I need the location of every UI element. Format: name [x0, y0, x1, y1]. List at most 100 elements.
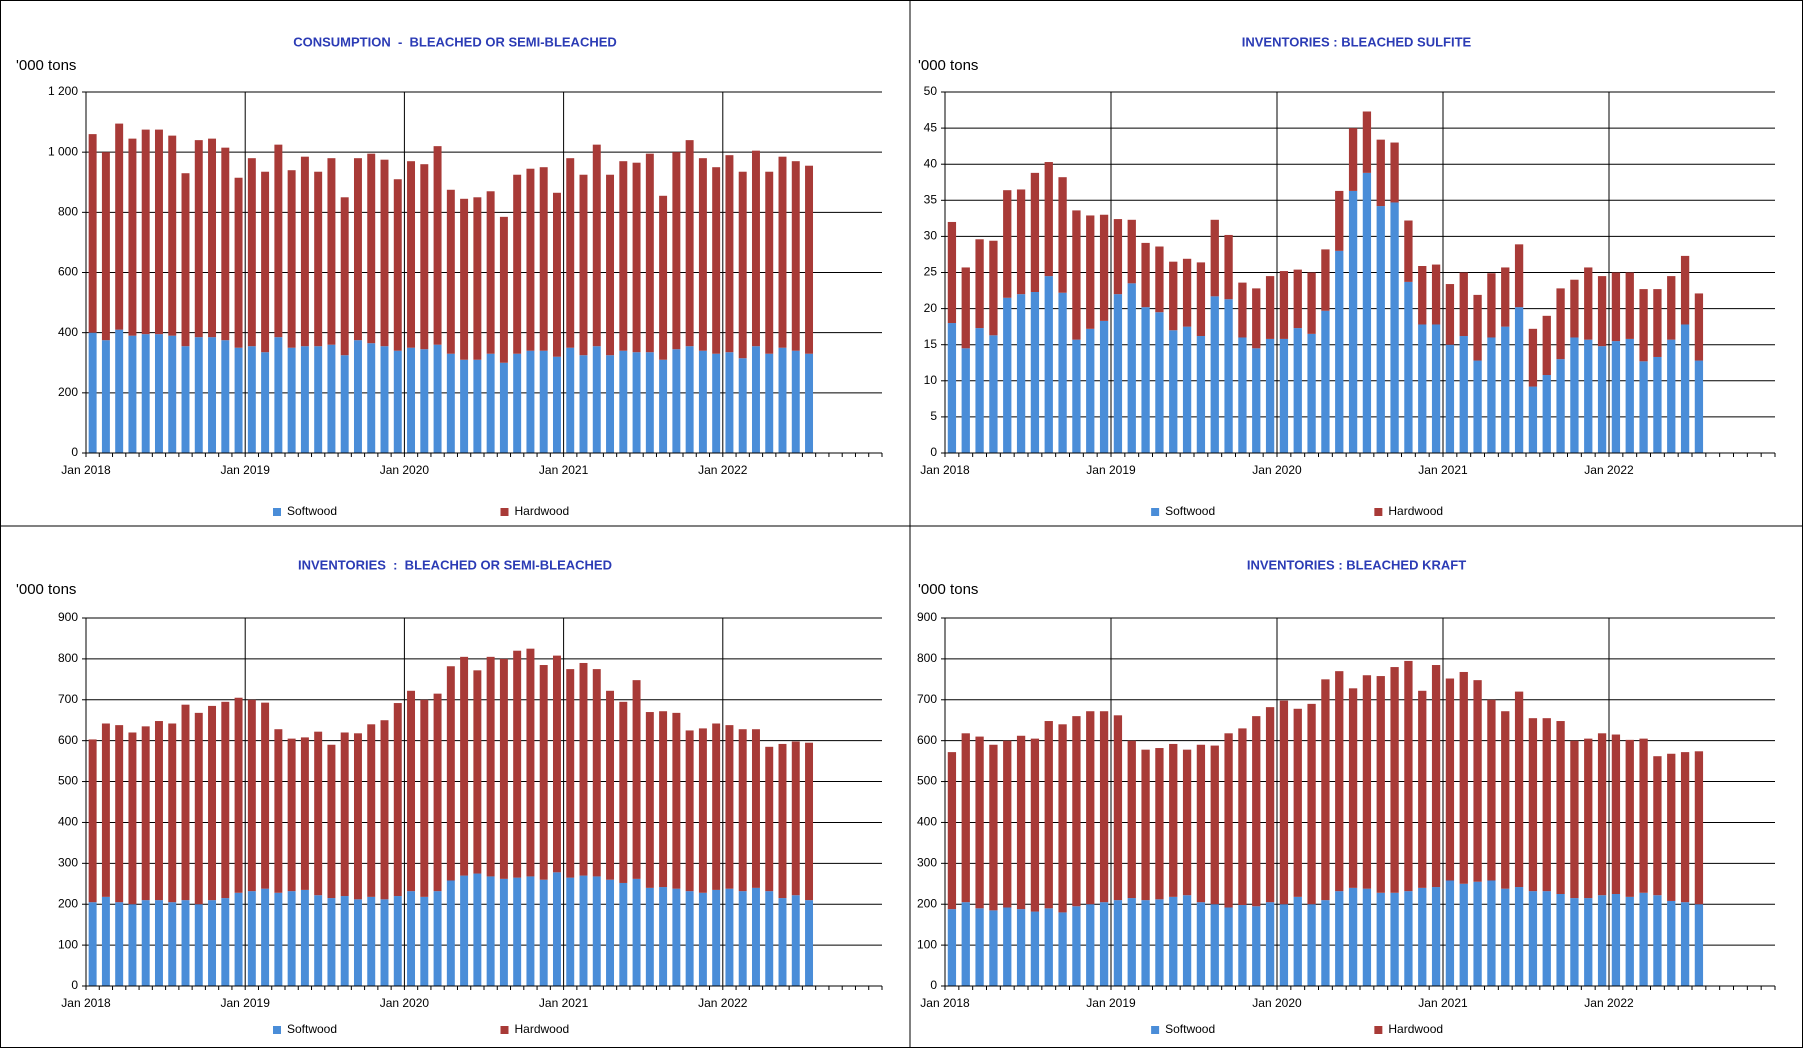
bar-segment [1113, 294, 1123, 453]
bar-segment [1584, 898, 1593, 986]
bar-segment [1445, 678, 1455, 881]
bar-segment [1196, 902, 1206, 986]
bar-segment [1390, 202, 1399, 453]
bar-segment [1404, 220, 1413, 282]
bar-segment [1044, 162, 1053, 277]
bar-segment [1487, 273, 1496, 338]
bar-segment [88, 739, 97, 903]
bar-segment [712, 889, 721, 986]
bar-segment [805, 353, 814, 453]
y-tick-label: 400 [58, 815, 78, 829]
x-tick-label: Jan 2018 [920, 463, 970, 477]
bar-segment [698, 350, 707, 453]
bar-segment [552, 356, 561, 453]
bar-segment [566, 158, 575, 348]
bar-segment [1307, 272, 1316, 334]
bar-segment [1252, 288, 1261, 349]
bar-segment [1625, 896, 1634, 986]
bar-segment [526, 648, 535, 877]
legend-label: Softwood [287, 504, 337, 518]
bar-segment [234, 697, 243, 893]
bar-segment [340, 197, 349, 356]
bar-segment [1473, 360, 1482, 453]
bar-segment [738, 171, 747, 359]
bar-segment [1542, 375, 1551, 453]
bar-segment [407, 161, 416, 348]
bar-segment [738, 358, 747, 453]
bar-segment [1252, 906, 1261, 986]
bar-segment [141, 900, 150, 986]
bar-segment [168, 335, 177, 453]
y-axis-label: '000 tons [16, 581, 76, 598]
bar-segment [1030, 291, 1040, 453]
bar-segment [1542, 891, 1551, 986]
bar-segment [1376, 892, 1385, 986]
y-tick-label: 1 200 [48, 84, 78, 98]
bar-segment [234, 347, 243, 453]
bar-segment [1003, 907, 1012, 986]
bar-segment [1680, 902, 1690, 986]
bar-segment [274, 144, 283, 338]
bar-segment [221, 898, 230, 986]
bar-segment [194, 904, 203, 986]
y-tick-label: 300 [917, 856, 937, 870]
bar-segment [632, 162, 641, 353]
bar-segment [314, 731, 323, 896]
bar-segment [961, 348, 970, 453]
bar-segment [1335, 891, 1344, 986]
bar-segment [579, 355, 588, 453]
legend-swatch [500, 508, 509, 516]
bar-segment [367, 896, 376, 986]
bar-segment [88, 134, 97, 333]
bar-segment [989, 910, 998, 986]
y-tick-label: 30 [924, 229, 938, 243]
bar-segment [1362, 675, 1372, 889]
bar-segment [473, 873, 482, 986]
bar-segment [353, 340, 362, 453]
x-tick-label: Jan 2020 [380, 463, 430, 477]
bar-segment [1224, 299, 1233, 453]
bar-segment [247, 346, 256, 453]
bar-segment [433, 693, 442, 892]
bar-segment [1003, 190, 1012, 298]
bar-segment [975, 239, 984, 329]
bar-segment [154, 129, 163, 335]
bar-segment [1265, 707, 1275, 903]
y-tick-label: 45 [924, 120, 938, 134]
bar-segment [1127, 740, 1136, 899]
y-tick-label: 35 [924, 192, 938, 206]
bar-segment [353, 733, 362, 900]
y-tick-label: 50 [924, 84, 938, 98]
x-tick-label: Jan 2022 [1584, 463, 1634, 477]
bar-segment [353, 899, 362, 986]
bar-segment [659, 887, 668, 986]
bar-segment [1030, 738, 1040, 912]
bar-segment [101, 340, 110, 453]
bar-segment [1362, 888, 1372, 986]
bar-segment [1667, 339, 1676, 453]
bar-segment [287, 891, 296, 986]
bar-segment [1376, 676, 1385, 893]
bar-segment [947, 909, 957, 986]
bar-segment [1653, 356, 1662, 453]
bar-segment [1597, 895, 1607, 986]
bar-segment [1556, 721, 1565, 894]
bar-segment [975, 908, 984, 986]
y-tick-label: 200 [917, 896, 937, 910]
x-tick-label: Jan 2019 [1086, 463, 1136, 477]
y-tick-label: 0 [71, 978, 78, 992]
bar-segment [407, 690, 416, 892]
bar-segment [1210, 745, 1219, 905]
bar-segment [805, 900, 814, 986]
bar-segment [1404, 891, 1413, 986]
bar-segment [1058, 177, 1067, 293]
bar-segment [115, 329, 124, 453]
bar-segment [791, 741, 800, 896]
bar-segment [659, 359, 668, 453]
bar-segment [181, 900, 190, 986]
chart-panel: CONSUMPTION - BLEACHED OR SEMI-BLEACHED '… [16, 34, 883, 518]
bar-segment [1293, 269, 1302, 329]
bar-segment [340, 896, 349, 986]
bar-segment [128, 335, 137, 453]
bar-segment [961, 902, 970, 986]
